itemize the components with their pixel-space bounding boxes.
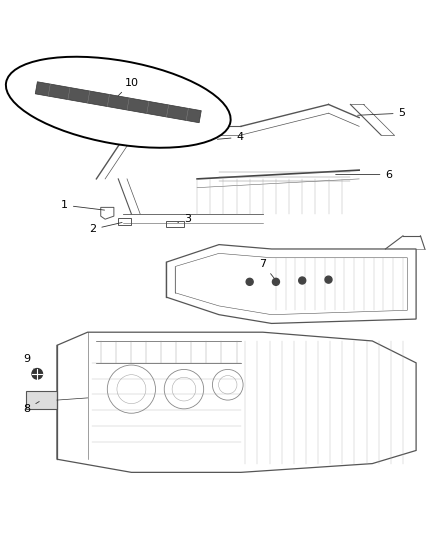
Circle shape (272, 278, 279, 285)
Text: 2: 2 (89, 222, 122, 235)
Circle shape (299, 277, 306, 284)
Polygon shape (35, 82, 201, 123)
Circle shape (246, 278, 253, 285)
Circle shape (325, 276, 332, 283)
Polygon shape (26, 391, 57, 409)
Circle shape (32, 368, 42, 379)
Text: 1: 1 (61, 200, 105, 210)
Text: 9: 9 (24, 354, 35, 372)
Text: 6: 6 (336, 169, 392, 180)
Text: 10: 10 (116, 77, 138, 98)
Text: 8: 8 (24, 401, 39, 414)
Text: 4: 4 (217, 132, 244, 142)
Ellipse shape (6, 56, 231, 148)
Text: 3: 3 (178, 214, 191, 224)
Text: 7: 7 (259, 259, 274, 278)
Text: 5: 5 (357, 108, 406, 118)
